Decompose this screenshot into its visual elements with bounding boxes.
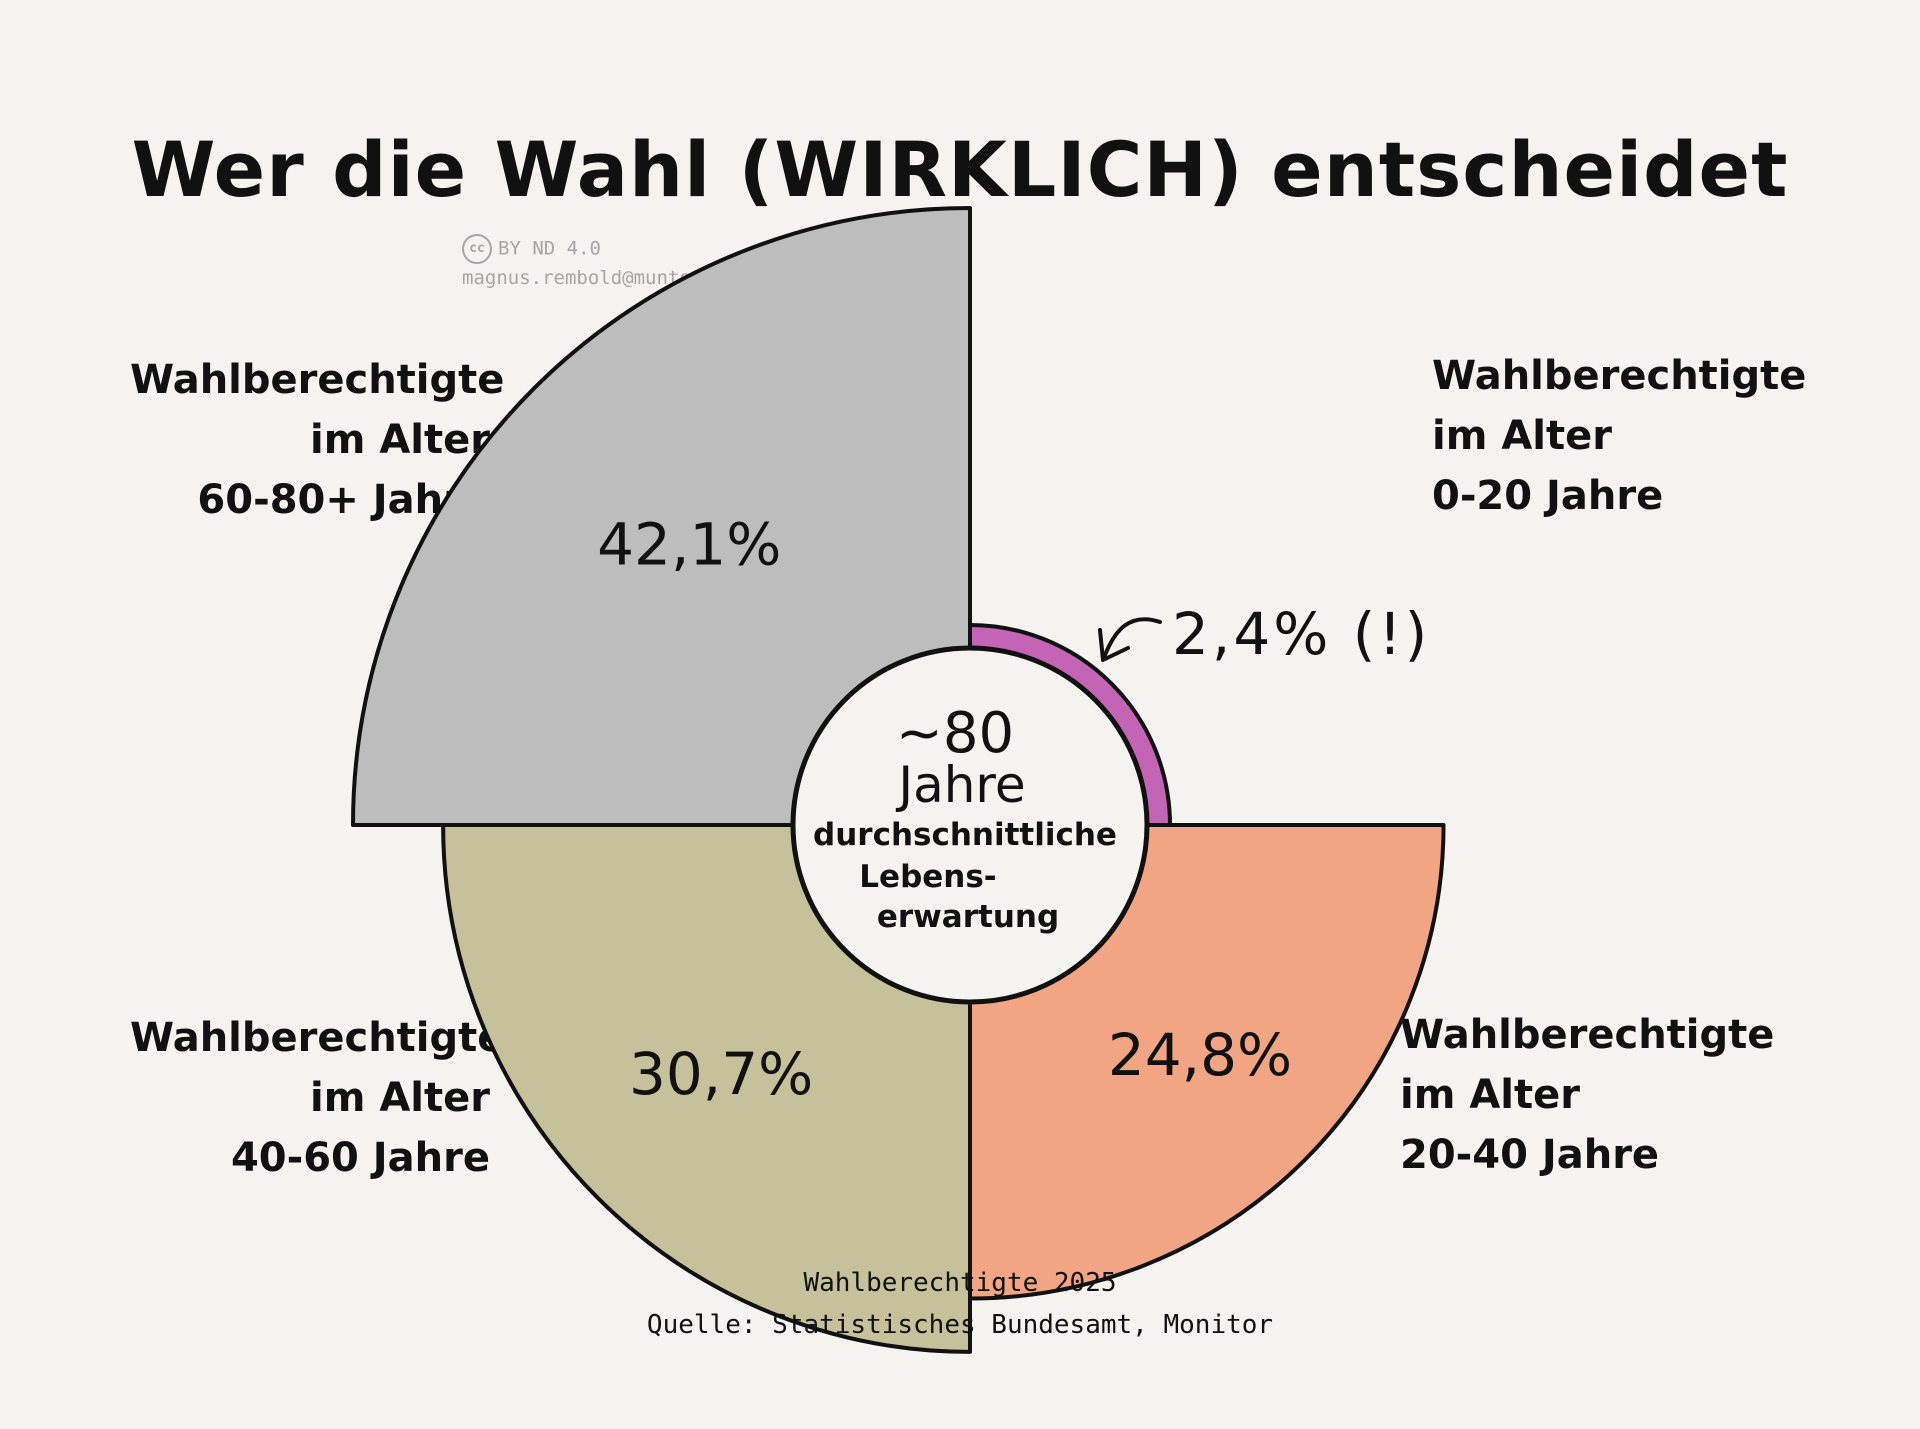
- center-big-number: ~80: [896, 701, 1014, 766]
- slice-60-80-jahre: [351, 206, 972, 827]
- footer-source: Quelle: Statistisches Bundesamt, Monitor: [646, 1310, 1274, 1340]
- center-circle: [790, 645, 1150, 1005]
- label-line: im Alter: [310, 1075, 490, 1121]
- center-circle-group: ~80 Jahre durchschnittliche Lebens- erwa…: [790, 645, 1150, 1005]
- center-desc-line: erwartung: [877, 899, 1059, 935]
- slice-value-label: 42,1%: [597, 510, 781, 578]
- slice-40-60-jahre: [441, 823, 972, 1354]
- footer: Wahlberechtigte 2025 Quelle: Statistisch…: [0, 1262, 1920, 1346]
- label-line: Wahlberechtigte: [130, 357, 505, 403]
- label-line: im Alter: [310, 417, 490, 463]
- license-text: BY ND 4.0: [498, 237, 601, 260]
- license-line: cc BY ND 4.0: [462, 234, 782, 264]
- creative-commons-icon: cc: [462, 234, 492, 264]
- label-age-20-40: Wahlberechtigte im Alter 20-40 Jahre: [1400, 1005, 1820, 1185]
- label-line: Wahlberechtigte: [1400, 1012, 1775, 1058]
- center-desc-line: Lebens-: [859, 859, 996, 895]
- slice-value-label: 24,8%: [1108, 1021, 1292, 1089]
- label-age-0-20: Wahlberechtigte im Alter 0-20 Jahre: [1432, 346, 1852, 526]
- label-line: im Alter: [1400, 1072, 1580, 1118]
- page-title: Wer die Wahl (WIRKLICH) entscheidet: [131, 125, 1789, 214]
- label-line: 20-40 Jahre: [1400, 1132, 1660, 1178]
- label-line: Wahlberechtigte: [1432, 353, 1807, 399]
- callout-small-share: 2,4% (!): [1172, 600, 1431, 668]
- center-unit: Jahre: [895, 756, 1025, 814]
- slice-value-label: 30,7%: [629, 1040, 813, 1108]
- callout-arrow: [1098, 617, 1162, 662]
- label-line: Wahlberechtigte: [130, 1015, 505, 1061]
- label-line: 0-20 Jahre: [1432, 473, 1664, 519]
- label-line: im Alter: [1432, 413, 1612, 459]
- center-desc-line: durchschnittliche: [813, 817, 1117, 853]
- label-line: 40-60 Jahre: [230, 1135, 490, 1181]
- label-age-40-60: Wahlberechtigte im Alter 40-60 Jahre: [130, 1008, 505, 1188]
- footer-dataset: Wahlberechtigte 2025: [803, 1268, 1117, 1298]
